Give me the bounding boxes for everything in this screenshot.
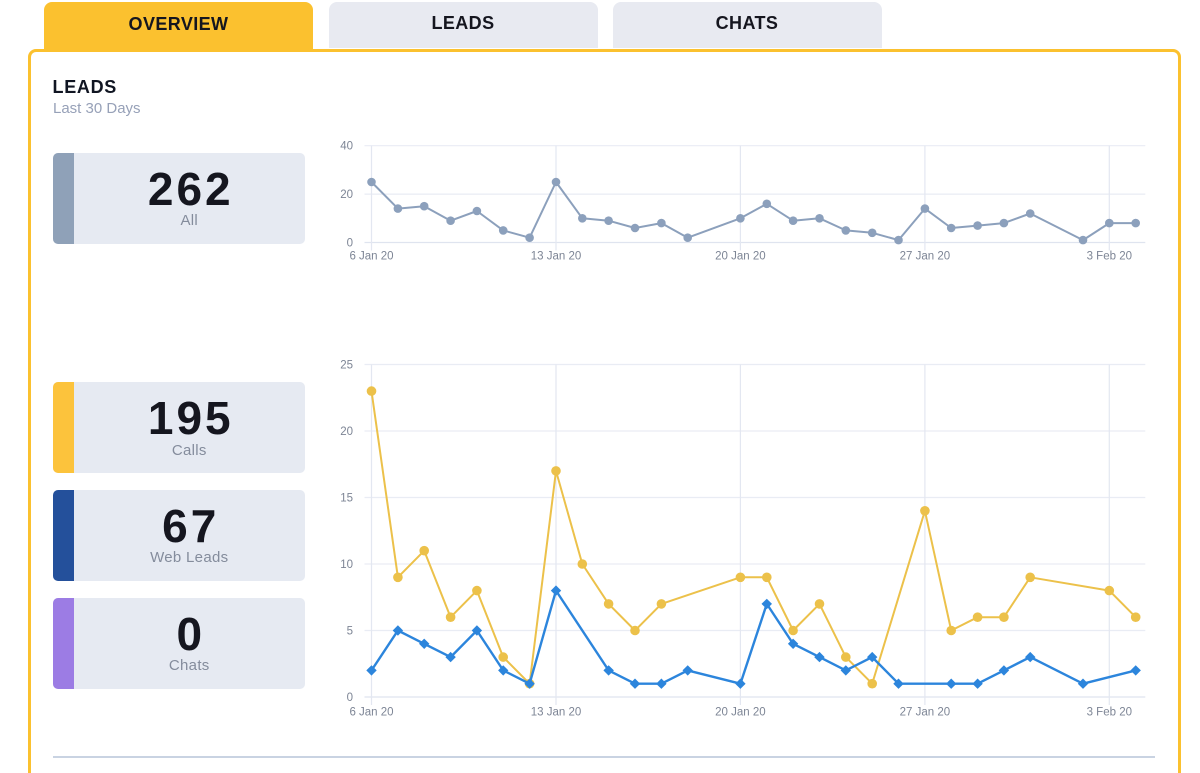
svg-text:27 Jan 20: 27 Jan 20 bbox=[900, 707, 951, 719]
svg-text:20: 20 bbox=[340, 426, 353, 438]
svg-text:6 Jan 20: 6 Jan 20 bbox=[349, 251, 393, 263]
svg-text:3 Feb 20: 3 Feb 20 bbox=[1087, 251, 1132, 263]
svg-text:13 Jan 20: 13 Jan 20 bbox=[531, 251, 582, 263]
svg-text:3 Feb 20: 3 Feb 20 bbox=[1087, 707, 1132, 719]
svg-text:20 Jan 20: 20 Jan 20 bbox=[715, 251, 766, 263]
svg-text:13 Jan 20: 13 Jan 20 bbox=[531, 707, 582, 719]
svg-text:10: 10 bbox=[340, 559, 353, 571]
svg-text:15: 15 bbox=[340, 493, 353, 505]
svg-text:20: 20 bbox=[340, 189, 353, 201]
svg-text:27 Jan 20: 27 Jan 20 bbox=[900, 251, 951, 263]
svg-text:20 Jan 20: 20 Jan 20 bbox=[715, 707, 766, 719]
svg-text:25: 25 bbox=[340, 360, 353, 372]
svg-text:6 Jan 20: 6 Jan 20 bbox=[349, 707, 393, 719]
svg-text:40: 40 bbox=[340, 141, 353, 153]
svg-text:0: 0 bbox=[347, 238, 353, 250]
svg-text:5: 5 bbox=[347, 626, 353, 638]
svg-text:0: 0 bbox=[347, 692, 353, 704]
